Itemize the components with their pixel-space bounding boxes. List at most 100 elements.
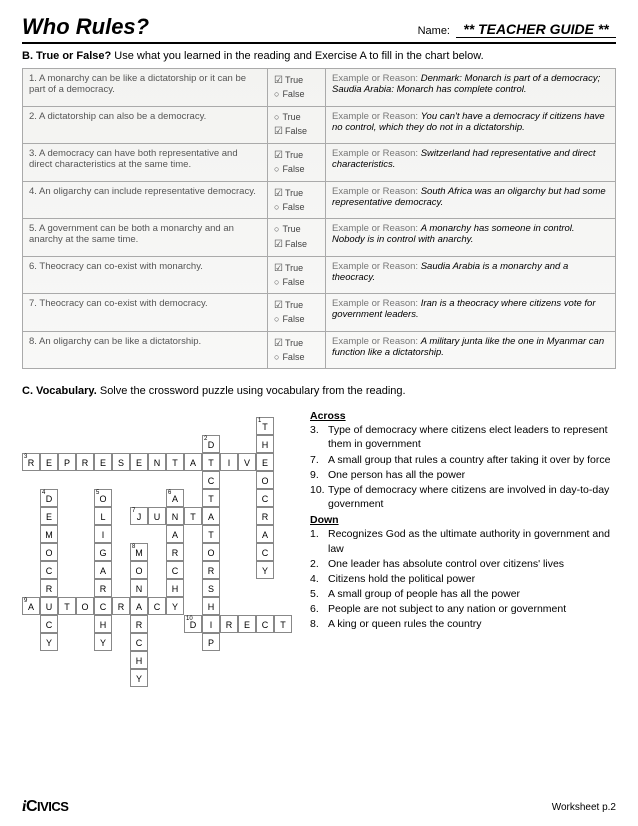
exp-lead: Example or Reason: [332, 298, 421, 309]
tf-question: 3. A democracy can have both representat… [23, 144, 268, 182]
true-option[interactable]: True [274, 148, 319, 163]
crossword-cell: A [184, 453, 202, 471]
exp-lead: Example or Reason: [332, 336, 421, 347]
true-option[interactable]: True [274, 223, 319, 237]
crossword-cell: R [202, 561, 220, 579]
tf-options: TrueFalse [268, 294, 326, 332]
crossword-cell: T [58, 597, 76, 615]
crossword-cell: 3R [22, 453, 40, 471]
tf-row: 2. A dictatorship can also be a democrac… [23, 106, 616, 144]
crossword-cell: I [202, 615, 220, 633]
clue-number: 6. [310, 602, 328, 616]
tf-explanation: Example or Reason: South Africa was an o… [326, 181, 616, 219]
crossword-cell: T [202, 525, 220, 543]
crossword-cell: A [94, 561, 112, 579]
clue-item: 1.Recognizes God as the ultimate authori… [310, 527, 616, 555]
exp-lead: Example or Reason: [332, 73, 421, 84]
true-option[interactable]: True [274, 73, 319, 88]
false-option[interactable]: False [274, 237, 319, 252]
clue-number: 10. [310, 483, 328, 511]
clue-text: Type of democracy where citizens are inv… [328, 483, 616, 511]
crossword-cell: I [220, 453, 238, 471]
crossword-cell: A [130, 597, 148, 615]
clue-item: 10.Type of democracy where citizens are … [310, 483, 616, 511]
crossword-grid: 1T2DH3REPRESENTATIVECO4D5O6ATCEL7JUNTARM… [22, 417, 292, 687]
clue-number: 7. [310, 453, 328, 467]
crossword-cell: E [130, 453, 148, 471]
exp-lead: Example or Reason: [332, 223, 421, 234]
true-option[interactable]: True [274, 186, 319, 201]
clue-item: 7.A small group that rules a country aft… [310, 453, 616, 467]
tf-question: 7. Theocracy can co-exist with democracy… [23, 294, 268, 332]
true-option[interactable]: True [274, 261, 319, 276]
exp-lead: Example or Reason: [332, 261, 421, 272]
crossword-cell: R [220, 615, 238, 633]
crossword-cell: L [94, 507, 112, 525]
crossword-cell: P [202, 633, 220, 651]
false-option[interactable]: False [274, 88, 319, 102]
crossword-cell: R [94, 579, 112, 597]
clue-item: 2.One leader has absolute control over c… [310, 557, 616, 571]
crossword-cell: R [166, 543, 184, 561]
clue-text: Recognizes God as the ultimate authority… [328, 527, 616, 555]
crossword-cell: C [148, 597, 166, 615]
cell-number: 1 [258, 418, 261, 424]
tf-question: 6. Theocracy can co-exist with monarchy. [23, 256, 268, 294]
down-heading: Down [310, 513, 616, 527]
crossword-cell: E [94, 453, 112, 471]
name-label: Name: [418, 25, 450, 37]
crossword-cell: Y [40, 633, 58, 651]
crossword-cell: T [184, 507, 202, 525]
crossword-cell: 9A [22, 597, 40, 615]
cell-number: 2 [204, 436, 207, 442]
true-option[interactable]: True [274, 298, 319, 313]
clue-text: Citizens hold the political power [328, 572, 616, 586]
crossword-cell: C [130, 633, 148, 651]
true-false-table: 1. A monarchy can be like a dictatorship… [22, 68, 616, 369]
crossword-cell: N [148, 453, 166, 471]
clue-number: 2. [310, 557, 328, 571]
crossword-cell: H [94, 615, 112, 633]
false-option[interactable]: False [274, 201, 319, 215]
crossword-cell: C [202, 471, 220, 489]
false-option[interactable]: False [274, 276, 319, 290]
false-option[interactable]: False [274, 124, 319, 139]
cell-number: 5 [96, 490, 99, 496]
tf-question: 4. An oligarchy can include representati… [23, 181, 268, 219]
page-number: Worksheet p.2 [552, 802, 616, 813]
false-option[interactable]: False [274, 351, 319, 365]
crossword-cell: C [166, 561, 184, 579]
cell-number: 4 [42, 490, 45, 496]
tf-options: TrueFalse [268, 219, 326, 257]
across-heading: Across [310, 409, 616, 423]
cell-number: 10 [186, 616, 193, 622]
crossword-cell: E [256, 453, 274, 471]
tf-row: 7. Theocracy can co-exist with democracy… [23, 294, 616, 332]
crossword-cell: Y [94, 633, 112, 651]
clue-text: People are not subject to any nation or … [328, 602, 616, 616]
clue-text: One leader has absolute control over cit… [328, 557, 616, 571]
crossword-clues: Across 3.Type of democracy where citizen… [310, 407, 616, 687]
crossword-cell: R [112, 597, 130, 615]
clue-number: 9. [310, 468, 328, 482]
crossword-cell: Y [256, 561, 274, 579]
false-option[interactable]: False [274, 313, 319, 327]
false-option[interactable]: False [274, 163, 319, 177]
tf-row: 8. An oligarchy can be like a dictatorsh… [23, 331, 616, 369]
clue-number: 5. [310, 587, 328, 601]
crossword-cell: 8M [130, 543, 148, 561]
crossword-cell: E [238, 615, 256, 633]
crossword-cell: A [166, 525, 184, 543]
true-option[interactable]: True [274, 336, 319, 351]
tf-options: TrueFalse [268, 331, 326, 369]
crossword-cell: 7J [130, 507, 148, 525]
crossword-cell: H [202, 597, 220, 615]
crossword-cell: N [166, 507, 184, 525]
clue-text: One person has all the power [328, 468, 616, 482]
true-option[interactable]: True [274, 111, 319, 125]
tf-explanation: Example or Reason: Iran is a theocracy w… [326, 294, 616, 332]
crossword-cell: Y [130, 669, 148, 687]
crossword-cell: H [130, 651, 148, 669]
section-c-bold: C. Vocabulary. [22, 385, 97, 397]
header: Who Rules? Name: ** TEACHER GUIDE ** [22, 14, 616, 44]
